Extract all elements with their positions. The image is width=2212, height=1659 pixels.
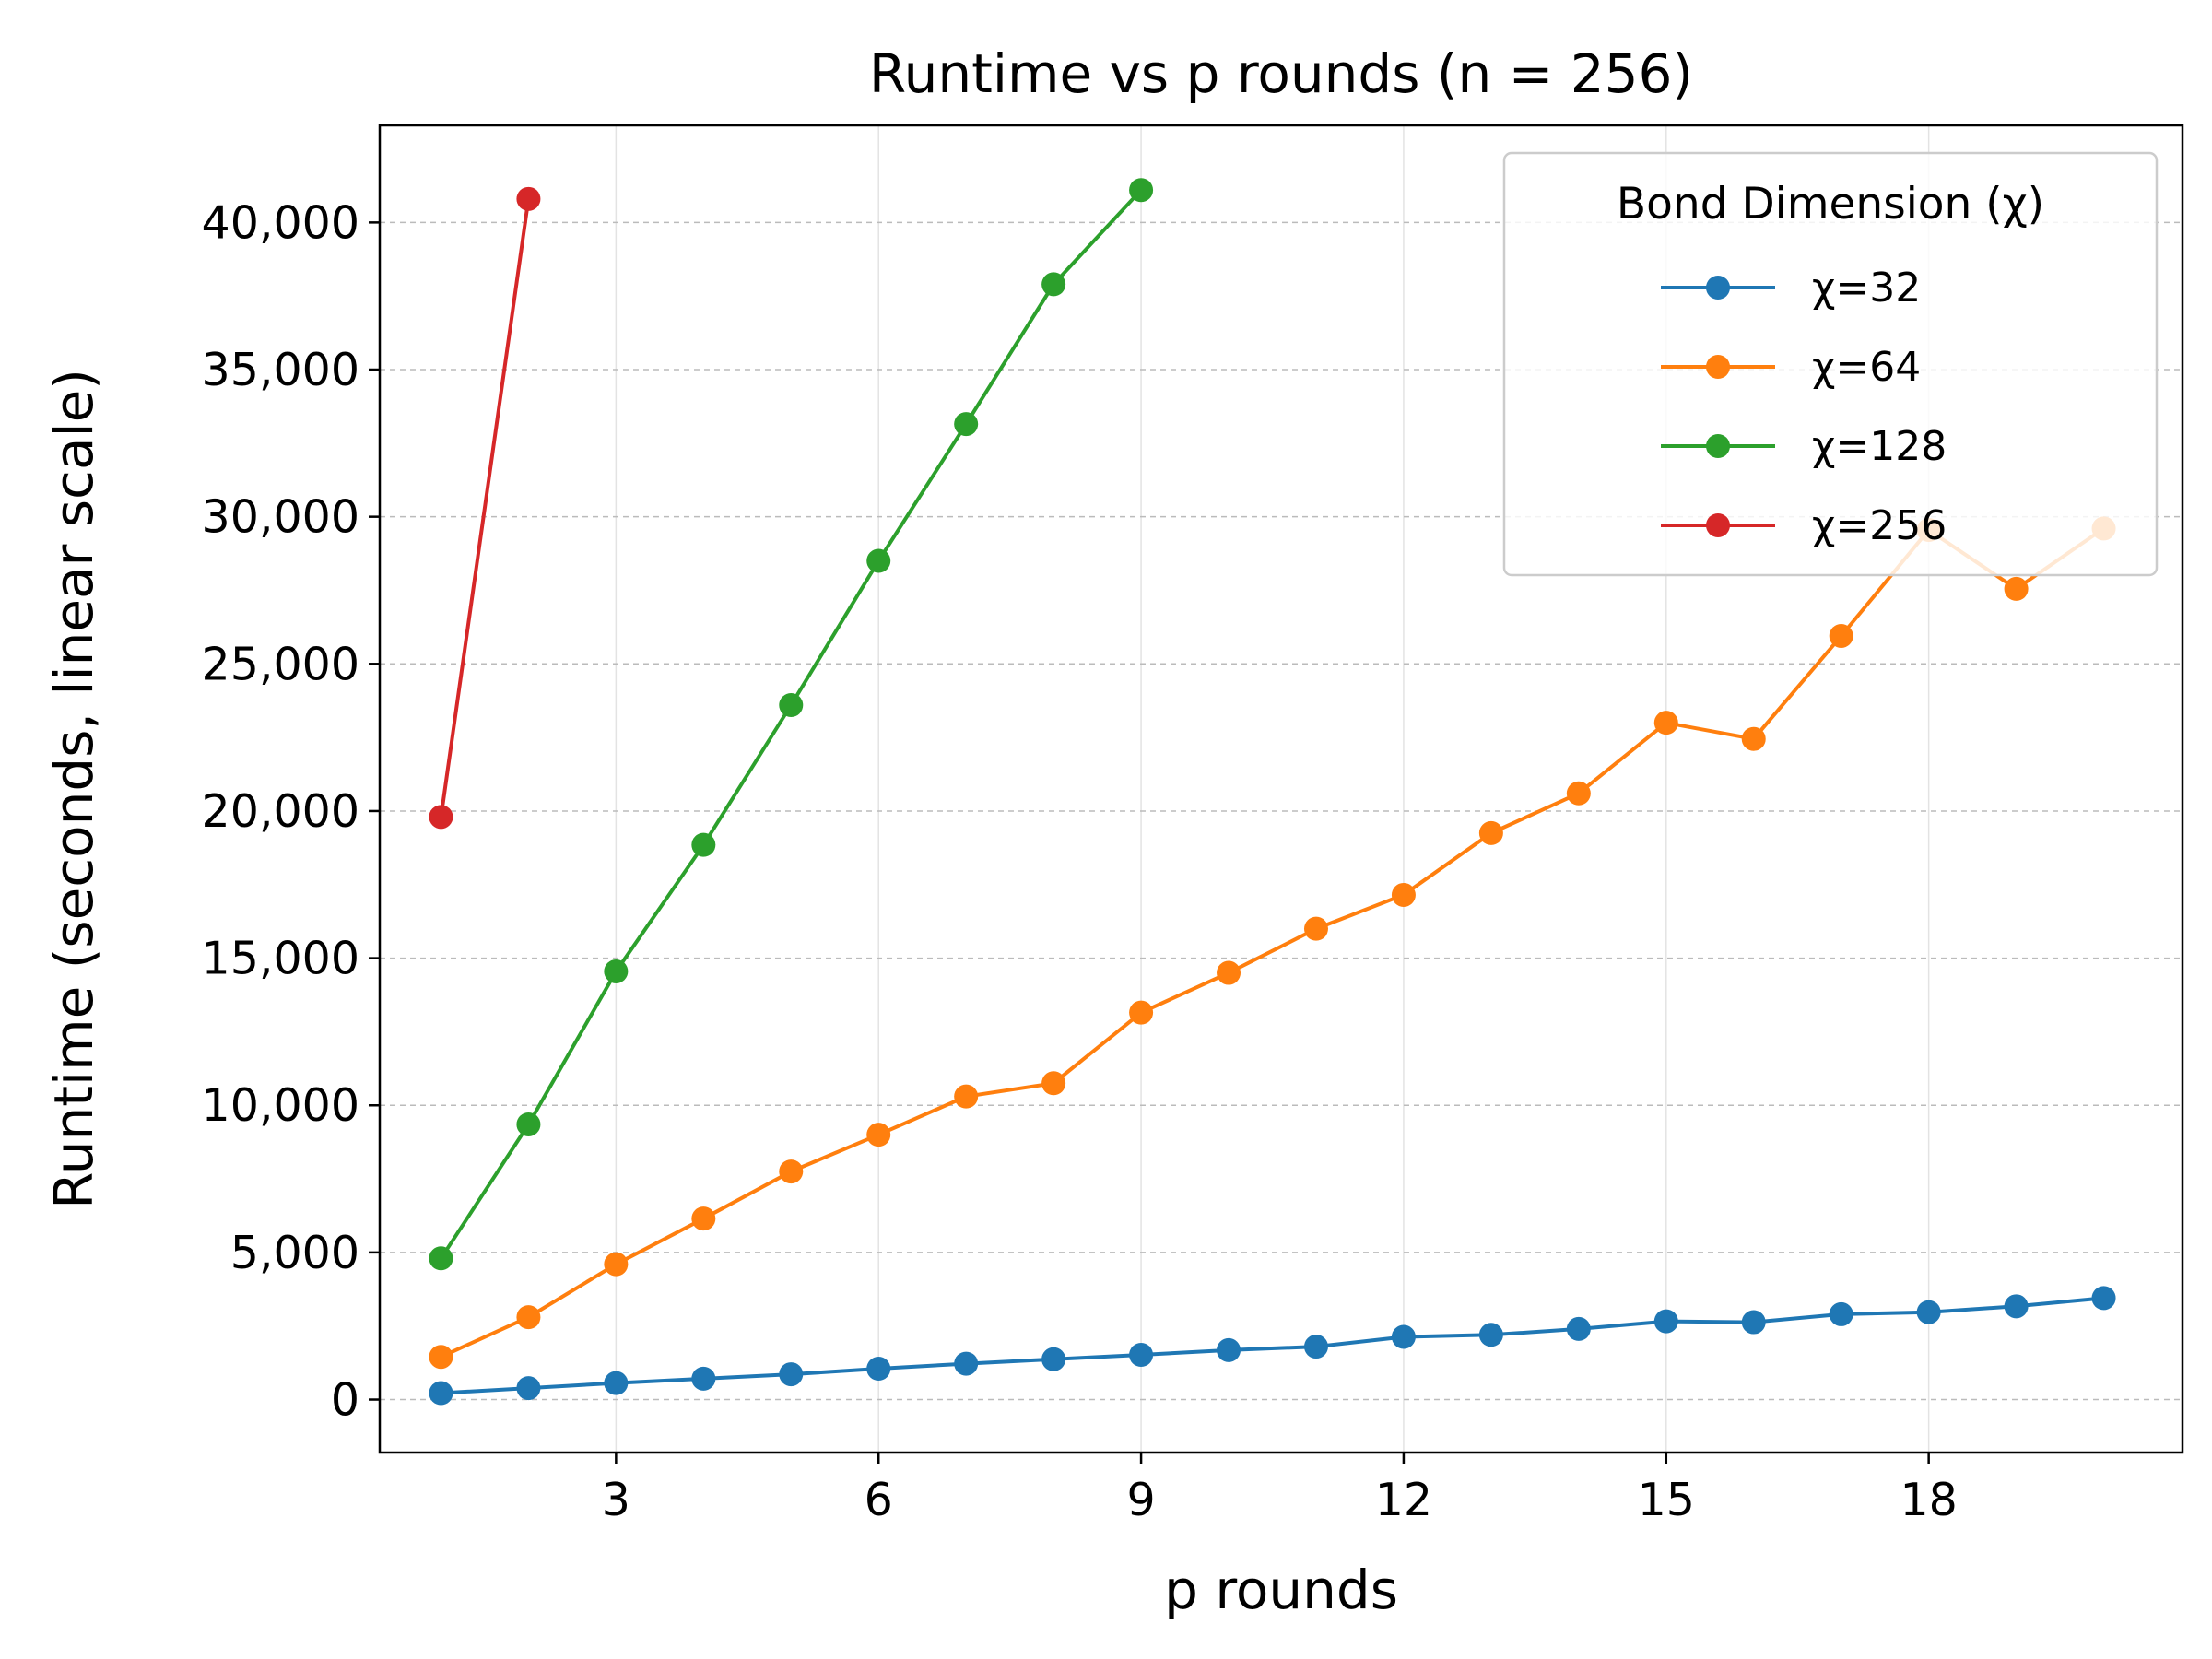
data-point [516, 1305, 541, 1330]
axis-ticks: 3 6 9 12 15 18 0 5,000 10,000 15,000 20,000 25,000 3… [202, 196, 1958, 1526]
data-point [1741, 726, 1766, 751]
y-tick-label: 30,000 [202, 491, 359, 544]
data-point [1916, 1300, 1941, 1324]
data-point [1129, 1000, 1154, 1025]
legend-label: χ=256 [1812, 502, 1947, 549]
data-point [1303, 916, 1328, 941]
legend-swatch-marker [1706, 513, 1730, 537]
data-point [1653, 711, 1678, 735]
data-point [779, 693, 804, 718]
data-point [1303, 1335, 1328, 1359]
x-tick-label: 6 [865, 1474, 893, 1526]
x-tick-label: 12 [1375, 1474, 1432, 1526]
data-point [779, 1362, 804, 1387]
data-point [429, 1381, 453, 1406]
data-point [779, 1159, 804, 1184]
y-axis-label: Runtime (seconds, linear scale) [42, 369, 105, 1209]
x-tick-label: 15 [1638, 1474, 1695, 1526]
data-point [429, 1345, 453, 1370]
data-point [1653, 1309, 1678, 1334]
data-point [1741, 1310, 1766, 1335]
series-χ=128 [429, 178, 1154, 1271]
x-tick-label: 9 [1126, 1474, 1155, 1526]
y-tick-label: 40,000 [202, 196, 359, 249]
y-tick-label: 5,000 [230, 1227, 359, 1279]
legend-entry: χ=256 [1661, 502, 1947, 549]
data-point [516, 1112, 541, 1136]
legend-title: Bond Dimension (χ) [1617, 179, 2044, 229]
data-point [954, 412, 979, 437]
data-point [866, 1123, 891, 1147]
data-point [691, 1206, 716, 1231]
legend-entries: χ=32 χ=64 χ=128 χ=256 [1661, 265, 1947, 549]
legend-entry: χ=32 [1661, 265, 1921, 312]
data-point [1566, 1316, 1591, 1341]
y-tick-label: 15,000 [202, 933, 359, 985]
y-tick-label: 25,000 [202, 638, 359, 690]
data-point [1129, 178, 1154, 203]
legend-label: χ=128 [1812, 423, 1947, 470]
chart-title: Runtime vs p rounds (n = 256) [869, 42, 1693, 105]
data-point [1478, 820, 1503, 845]
data-point [1391, 882, 1416, 907]
data-point [1041, 1347, 1066, 1371]
series-line [439, 198, 531, 818]
data-point [1041, 1071, 1066, 1096]
data-point [429, 805, 453, 830]
data-point [1566, 781, 1591, 806]
legend-box [1502, 151, 2159, 577]
data-point [1478, 1323, 1503, 1347]
data-point [1217, 1337, 1241, 1362]
y-tick-label: 0 [331, 1374, 359, 1427]
data-point [429, 1246, 453, 1271]
x-tick-label: 18 [1900, 1474, 1957, 1526]
x-axis-label: p rounds [1164, 1559, 1398, 1621]
data-point [954, 1084, 979, 1109]
legend-entry: χ=64 [1661, 344, 1921, 391]
data-point [1829, 623, 1853, 648]
series-line [440, 526, 2105, 1359]
data-point [2004, 1294, 2029, 1319]
series-lines [429, 178, 2116, 1406]
plot-frame [378, 124, 2184, 1454]
data-point [691, 832, 716, 857]
series-χ=64 [429, 516, 2116, 1370]
y-tick-label: 20,000 [202, 785, 359, 838]
data-point [1217, 960, 1241, 985]
data-point [691, 1366, 716, 1391]
legend-swatch-marker [1706, 355, 1730, 379]
legend: Bond Dimension (χ) χ=32 χ=64 χ=128 χ=256 [1502, 151, 2159, 577]
data-point [516, 186, 541, 211]
data-point [1129, 1342, 1154, 1367]
data-point [866, 548, 891, 573]
series-χ=32 [429, 1286, 2116, 1406]
data-point [1041, 272, 1066, 297]
x-tick-label: 3 [602, 1474, 630, 1526]
data-point [604, 959, 629, 983]
y-tick-label: 35,000 [202, 344, 359, 396]
legend-swatch-marker [1706, 276, 1730, 300]
legend-entry: χ=128 [1661, 423, 1947, 470]
data-point [2091, 1286, 2116, 1311]
series-line [441, 1296, 2104, 1395]
data-point [954, 1351, 979, 1376]
legend-label: χ=32 [1812, 265, 1921, 312]
data-point [604, 1371, 629, 1395]
legend-label: χ=64 [1812, 344, 1921, 391]
series-line [439, 188, 1143, 1260]
data-point [866, 1357, 891, 1382]
data-point [1391, 1324, 1416, 1349]
data-point [604, 1252, 629, 1277]
y-tick-label: 10,000 [202, 1079, 359, 1132]
data-point [1829, 1301, 1853, 1326]
data-point [2004, 576, 2029, 601]
data-point [516, 1376, 541, 1401]
legend-swatch-marker [1706, 434, 1730, 458]
series-χ=256 [429, 186, 541, 830]
